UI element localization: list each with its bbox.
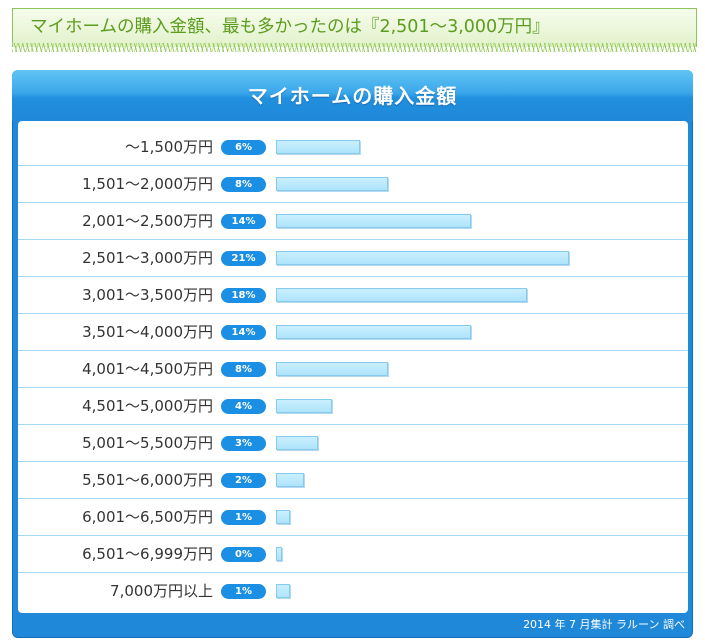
bar-row-7: 4,001～4,500万円 8% [18, 351, 688, 388]
category-label-6: 3,501～4,000万円 [82, 323, 213, 341]
value-label-10: 2% [221, 473, 266, 488]
panel-title-band: マイホームの購入金額 [12, 70, 693, 121]
category-label-1: ～1,500万円 [125, 138, 213, 156]
headline-banner: マイホームの購入金額、最も多かったのは『2,501〜3,000万円』 [12, 8, 697, 52]
bar-row-6: 3,501～4,000万円 14% [18, 314, 688, 351]
value-label-5: 18% [221, 288, 266, 303]
bar-8 [276, 399, 332, 413]
bar-6 [276, 325, 472, 339]
bar-row-8: 4,501～5,000万円 4% [18, 388, 688, 425]
category-label-4: 2,501～3,000万円 [82, 249, 213, 267]
bar-row-9: 5,001～5,500万円 3% [18, 425, 688, 462]
value-label-4: 21% [221, 251, 266, 266]
bar-row-10: 5,501～6,000万円 2% [18, 462, 688, 499]
bar-4 [276, 251, 569, 265]
plot-area: ～1,500万円 6% 1,501～2,000万円 8% 2,001～2,500万円 14… [18, 121, 688, 613]
category-label-3: 2,001～2,500万円 [82, 212, 213, 230]
bar-2 [276, 177, 388, 191]
source-note: 2014 年 7 月集計 ラルーン 調べ [523, 618, 685, 631]
category-label-9: 5,001～5,500万円 [82, 434, 213, 452]
bar-1 [276, 140, 360, 154]
category-label-7: 4,001～4,500万円 [82, 360, 213, 378]
bar-row-3: 2,001～2,500万円 14% [18, 203, 688, 240]
bar-3 [276, 214, 472, 228]
bar-5 [276, 288, 528, 302]
category-label-8: 4,501～5,000万円 [82, 397, 213, 415]
value-label-8: 4% [221, 399, 266, 414]
category-label-5: 3,001～3,500万円 [82, 286, 213, 304]
bar-11 [276, 510, 290, 524]
value-label-13: 1% [221, 584, 266, 599]
bar-row-12: 6,501～6,999万円 0% [18, 536, 688, 573]
value-label-3: 14% [221, 214, 266, 229]
category-label-11: 6,001～6,500万円 [82, 508, 213, 526]
value-label-1: 6% [221, 140, 266, 155]
value-label-6: 14% [221, 325, 266, 340]
value-label-11: 1% [221, 510, 266, 525]
bar-7 [276, 362, 388, 376]
bar-10 [276, 473, 304, 487]
value-label-12: 0% [221, 547, 266, 562]
bar-row-4: 2,501～3,000万円 21% [18, 240, 688, 277]
bar-row-13: 7,000万円以上 1% [18, 573, 688, 609]
category-label-13: 7,000万円以上 [110, 582, 213, 600]
bar-row-5: 3,001～3,500万円 18% [18, 277, 688, 314]
headline-text: マイホームの購入金額、最も多かったのは『2,501〜3,000万円』 [30, 17, 550, 37]
bar-list: ～1,500万円 6% 1,501～2,000万円 8% 2,001～2,500万円 14… [18, 129, 688, 609]
bar-row-1: ～1,500万円 6% [18, 129, 688, 166]
bar-13 [276, 584, 290, 598]
bar-12 [276, 547, 282, 561]
chart-title: マイホームの購入金額 [247, 84, 458, 108]
bar-row-11: 6,001～6,500万円 1% [18, 499, 688, 536]
category-label-2: 1,501～2,000万円 [82, 175, 213, 193]
category-label-10: 5,501～6,000万円 [82, 471, 213, 489]
value-label-2: 8% [221, 177, 266, 192]
value-label-7: 8% [221, 362, 266, 377]
bar-9 [276, 436, 318, 450]
value-label-9: 3% [221, 436, 266, 451]
category-label-12: 6,501～6,999万円 [82, 545, 213, 563]
bar-row-2: 1,501～2,000万円 8% [18, 166, 688, 203]
chart-panel: マイホームの購入金額 ～1,500万円 6% 1,501～2,000万円 8% 2,00… [12, 70, 693, 638]
